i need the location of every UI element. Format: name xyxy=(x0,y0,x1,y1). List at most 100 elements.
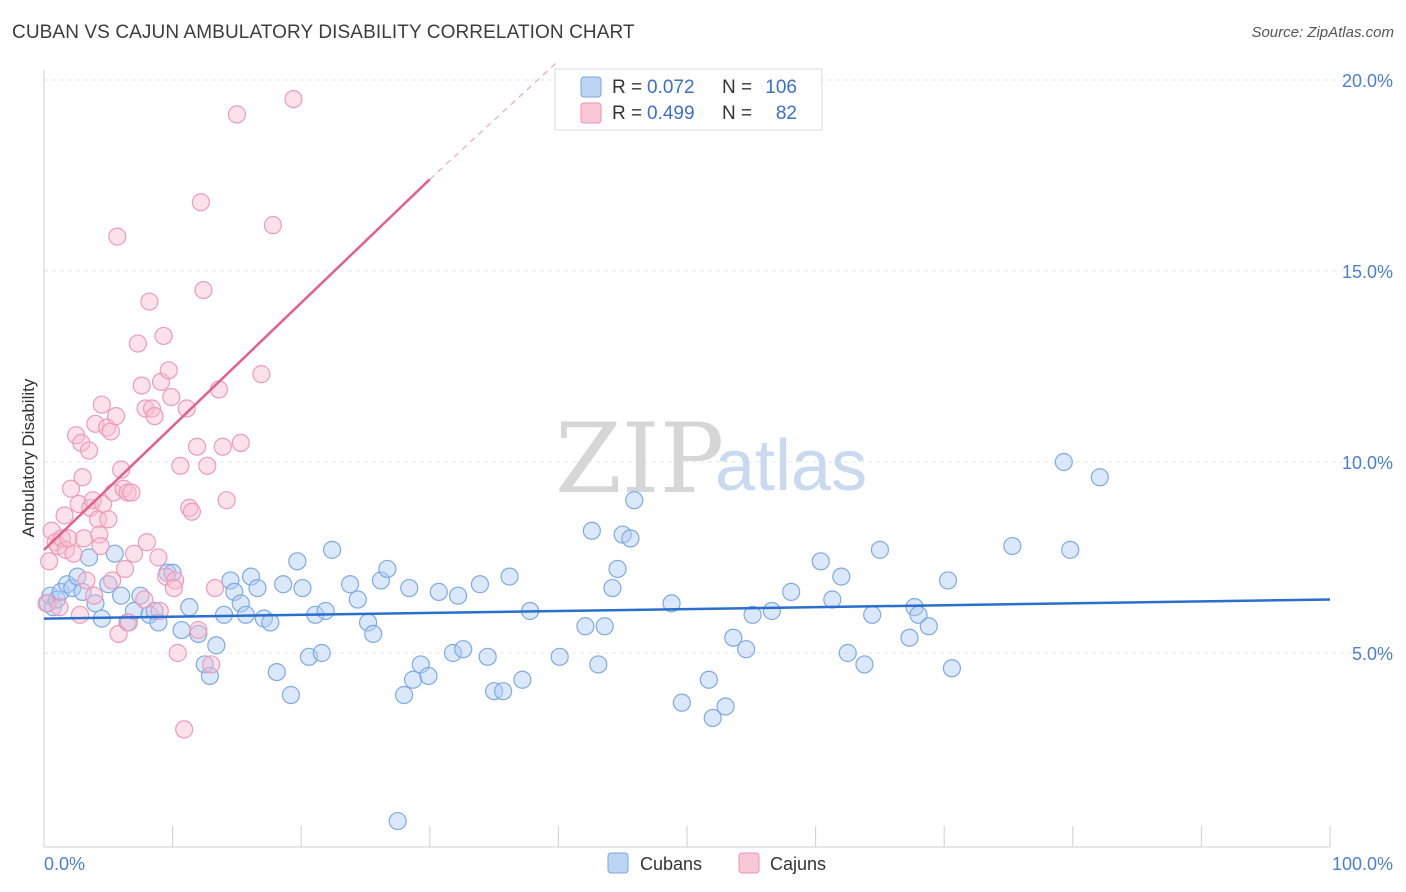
cajun-point xyxy=(91,536,110,556)
cajun-point xyxy=(252,365,271,384)
cajun-point xyxy=(40,552,59,571)
x-ticks xyxy=(43,826,1331,847)
cuban-point xyxy=(394,685,414,705)
cuban-point xyxy=(429,582,448,601)
bottom-legend-label-cajuns: Cajuns xyxy=(770,854,826,874)
cuban-point xyxy=(870,540,890,559)
cajun-point xyxy=(122,483,141,502)
cuban-point xyxy=(448,586,468,605)
cajun-point xyxy=(140,292,159,311)
legend-r-label-cubans: R = xyxy=(612,77,642,98)
cuban-point xyxy=(589,655,608,674)
cuban-point xyxy=(724,628,743,647)
cajun-point xyxy=(106,407,126,426)
cajun-point xyxy=(118,483,137,502)
cajun-point xyxy=(109,624,128,644)
cuban-point xyxy=(832,567,851,586)
cuban-point xyxy=(388,811,407,831)
legend-top: R = 0.072 N = 106 R = 0.499 N = 82 xyxy=(554,68,823,131)
legend-swatch-cajuns xyxy=(580,102,602,124)
cuban-point xyxy=(737,640,756,659)
cuban-point xyxy=(1054,452,1073,472)
cajun-point xyxy=(103,571,122,590)
cajun-point xyxy=(52,529,72,548)
y-tick-label: 5.0% xyxy=(1352,644,1393,664)
cuban-point xyxy=(823,590,842,609)
cuban-point xyxy=(112,586,131,605)
cajun-point xyxy=(115,559,135,579)
cajun-point xyxy=(182,502,201,521)
cajun-point xyxy=(231,433,250,452)
cajun-point xyxy=(150,601,169,621)
chart-title: CUBAN VS CAJUN AMBULATORY DISABILITY COR… xyxy=(12,22,635,43)
cuban-point xyxy=(478,647,497,666)
cajun-point xyxy=(85,586,104,605)
cuban-point xyxy=(63,578,82,598)
cuban-point xyxy=(470,575,490,594)
cajun-point xyxy=(73,468,92,487)
cajun-point xyxy=(69,494,88,514)
cuban-point xyxy=(231,594,250,613)
cuban-point xyxy=(364,624,383,644)
cuban-point xyxy=(662,594,681,613)
cuban-point xyxy=(378,559,397,579)
series-cubans-points xyxy=(38,452,1109,831)
cajun-point xyxy=(42,521,61,540)
series-cajuns-points xyxy=(37,89,303,739)
cuban-point xyxy=(124,601,144,621)
cuban-point xyxy=(454,640,473,659)
cajun-point xyxy=(61,479,81,498)
cuban-point xyxy=(281,685,301,705)
cajun-point xyxy=(177,399,196,418)
legend-r-value-cajuns: 0.499 xyxy=(647,103,695,124)
cuban-point xyxy=(225,582,244,601)
cajun-point xyxy=(50,598,69,617)
cuban-point xyxy=(73,582,92,601)
cuban-point xyxy=(241,567,261,586)
cuban-point xyxy=(672,693,691,712)
legend-bottom: Cubans Cajuns xyxy=(607,852,826,874)
y-tick-label: 20.0% xyxy=(1342,71,1393,91)
cuban-point xyxy=(312,643,331,663)
cuban-point xyxy=(145,601,164,621)
cuban-point xyxy=(288,552,307,571)
cuban-point xyxy=(248,578,267,598)
cuban-point xyxy=(608,559,627,579)
cuban-point xyxy=(322,540,342,559)
cajun-point xyxy=(168,643,187,663)
cuban-point xyxy=(105,544,124,563)
cajun-point xyxy=(74,529,93,548)
cuban-point xyxy=(621,529,640,548)
cuban-point xyxy=(261,613,280,632)
cajun-point xyxy=(101,422,120,441)
watermark-atlas: atlas xyxy=(715,426,867,506)
cajun-point xyxy=(72,433,91,452)
cajun-point xyxy=(284,89,303,109)
cuban-point xyxy=(743,605,762,624)
cajun-point xyxy=(202,655,221,674)
cuban-point xyxy=(838,643,857,663)
y-tick-label: 10.0% xyxy=(1342,453,1393,473)
cuban-point xyxy=(576,617,595,636)
cajun-point xyxy=(135,590,154,609)
cuban-point xyxy=(274,575,293,594)
cajun-point xyxy=(83,491,102,510)
x-tick-label-min: 0.0% xyxy=(44,854,85,874)
cuban-point xyxy=(340,575,360,594)
cuban-point xyxy=(811,552,830,571)
cajun-point xyxy=(205,578,225,598)
trend-lines xyxy=(43,60,1331,620)
cuban-point xyxy=(603,578,622,598)
legend-swatch-cubans xyxy=(580,76,602,98)
cuban-point xyxy=(855,655,874,674)
cuban-point xyxy=(863,605,882,624)
cuban-point xyxy=(172,620,191,640)
cuban-point xyxy=(195,655,214,674)
cajun-point xyxy=(70,605,90,624)
y-tick-labels: 5.0% 10.0% 15.0% 20.0% xyxy=(1342,71,1393,664)
bottom-legend-swatch-cubans xyxy=(607,852,629,874)
cuban-point xyxy=(86,594,105,613)
cuban-point xyxy=(180,598,199,617)
cuban-point xyxy=(1061,540,1080,559)
